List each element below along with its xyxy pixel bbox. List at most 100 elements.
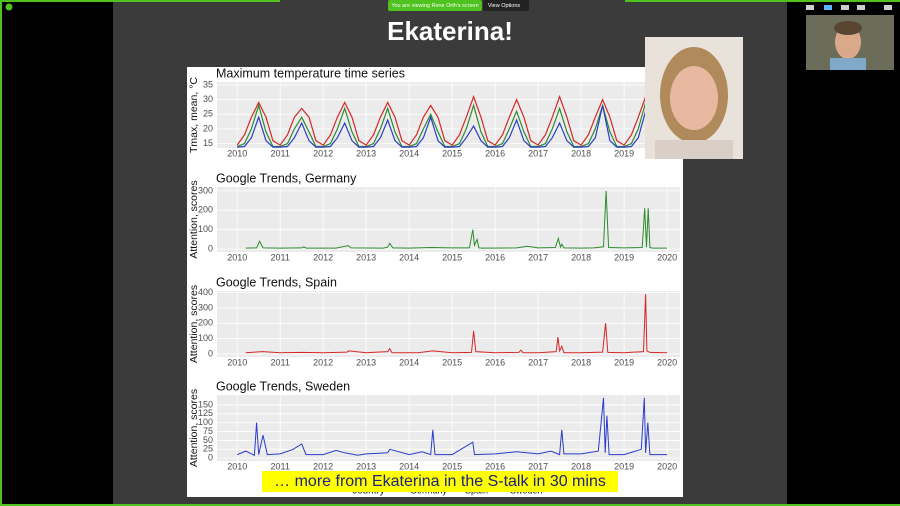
x-tick-label: 2014 bbox=[399, 357, 419, 367]
window-controls bbox=[806, 5, 892, 10]
y-axis-label: Tmax, mean, °C bbox=[188, 77, 200, 153]
y-tick-label: 0 bbox=[208, 243, 213, 253]
plot-background bbox=[217, 82, 680, 148]
series-line bbox=[236, 94, 661, 146]
x-tick-label: 2010 bbox=[227, 148, 247, 158]
x-tick-label: 2017 bbox=[528, 148, 548, 158]
face bbox=[670, 66, 718, 130]
view-options-label[interactable]: View Options bbox=[488, 3, 521, 9]
shirt bbox=[830, 58, 866, 70]
x-tick-label: 2020 bbox=[657, 461, 677, 471]
x-tick-label: 2016 bbox=[485, 357, 505, 367]
control-icon[interactable] bbox=[806, 5, 814, 10]
x-tick-label: 2010 bbox=[227, 357, 247, 367]
x-tick-label: 2016 bbox=[485, 461, 505, 471]
self-video bbox=[806, 15, 894, 70]
x-tick-label: 2013 bbox=[356, 461, 376, 471]
x-tick-label: 2013 bbox=[356, 357, 376, 367]
charts: Maximum temperature time series Tmax, mea… bbox=[188, 66, 680, 471]
y-tick-label: 300 bbox=[198, 185, 213, 195]
y-tick-label: 35 bbox=[203, 79, 213, 89]
y-axis-label: Attention, scores bbox=[188, 180, 200, 258]
x-tick-label: 2015 bbox=[442, 148, 462, 158]
x-tick-label: 2017 bbox=[528, 252, 548, 262]
y-axis-label: Attention, scores bbox=[188, 285, 200, 363]
hair bbox=[834, 21, 862, 35]
security-icon[interactable] bbox=[5, 3, 13, 11]
x-tick-label: 2012 bbox=[313, 148, 333, 158]
chart-title: Google Trends, Sweden bbox=[216, 379, 350, 393]
x-tick-label: 2016 bbox=[485, 148, 505, 158]
x-tick-label: 2017 bbox=[528, 461, 548, 471]
x-tick-label: 2018 bbox=[571, 461, 591, 471]
series-line bbox=[245, 294, 668, 354]
presenter-video bbox=[645, 37, 743, 159]
x-tick-label: 2012 bbox=[313, 461, 333, 471]
x-tick-label: 2011 bbox=[271, 461, 290, 471]
y-tick-label: 25 bbox=[203, 444, 213, 454]
y-tick-label: 200 bbox=[198, 205, 213, 215]
control-icon[interactable] bbox=[857, 5, 865, 10]
x-tick-label: 2011 bbox=[271, 357, 290, 367]
y-tick-label: 75 bbox=[203, 426, 213, 436]
plot-background bbox=[217, 187, 680, 252]
x-tick-label: 2019 bbox=[614, 461, 634, 471]
slide-title: Ekaterina! bbox=[387, 16, 513, 46]
x-tick-label: 2017 bbox=[528, 357, 548, 367]
share-border bbox=[0, 0, 2, 506]
x-tick-label: 2013 bbox=[356, 252, 376, 262]
chart: Google Trends, Spain Attention, scores 0 10… bbox=[188, 275, 680, 367]
share-banner-text: You are viewing Rene Orth's screen bbox=[391, 3, 478, 9]
x-tick-label: 2015 bbox=[442, 357, 462, 367]
y-tick-label: 25 bbox=[203, 109, 213, 119]
y-tick-label: 30 bbox=[203, 94, 213, 104]
share-banner bbox=[388, 0, 482, 11]
control-icon[interactable] bbox=[884, 5, 892, 10]
x-tick-label: 2018 bbox=[571, 357, 591, 367]
x-tick-label: 2012 bbox=[313, 252, 333, 262]
y-tick-label: 100 bbox=[198, 333, 213, 343]
y-tick-label: 0 bbox=[208, 348, 213, 358]
chart: Maximum temperature time series Tmax, mea… bbox=[188, 66, 680, 158]
view-options-button[interactable] bbox=[483, 0, 529, 11]
x-tick-label: 2019 bbox=[614, 357, 634, 367]
x-tick-label: 2014 bbox=[399, 252, 419, 262]
x-tick-label: 2018 bbox=[571, 148, 591, 158]
control-icon[interactable] bbox=[824, 5, 832, 10]
x-tick-label: 2014 bbox=[399, 148, 419, 158]
y-tick-label: 50 bbox=[203, 435, 213, 445]
x-tick-label: 2020 bbox=[657, 252, 677, 262]
x-tick-label: 2014 bbox=[399, 461, 419, 471]
y-tick-label: 300 bbox=[198, 302, 213, 312]
chart-title: Google Trends, Germany bbox=[216, 171, 357, 185]
caption: … more from Ekaterina in the S-talk in 3… bbox=[274, 473, 606, 490]
x-tick-label: 2015 bbox=[442, 252, 462, 262]
x-tick-label: 2013 bbox=[356, 148, 376, 158]
x-tick-label: 2011 bbox=[271, 252, 290, 262]
x-tick-label: 2015 bbox=[442, 461, 462, 471]
y-tick-label: 125 bbox=[198, 408, 213, 418]
x-tick-label: 2010 bbox=[227, 252, 247, 262]
x-tick-label: 2012 bbox=[313, 357, 333, 367]
share-border bbox=[0, 0, 280, 2]
x-tick-label: 2019 bbox=[614, 252, 634, 262]
y-tick-label: 150 bbox=[198, 399, 213, 409]
x-tick-label: 2011 bbox=[271, 148, 290, 158]
series-line bbox=[237, 397, 668, 457]
y-tick-label: 0 bbox=[208, 453, 213, 463]
y-tick-label: 200 bbox=[198, 318, 213, 328]
y-tick-label: 100 bbox=[198, 224, 213, 234]
y-tick-label: 20 bbox=[203, 123, 213, 133]
x-tick-label: 2016 bbox=[485, 252, 505, 262]
y-axis-label: Attention, scores bbox=[188, 389, 200, 467]
plot-background bbox=[217, 291, 680, 357]
chart: Google Trends, Germany Attention, scores 0… bbox=[188, 171, 680, 262]
control-icon[interactable] bbox=[841, 5, 849, 10]
series-line bbox=[237, 105, 661, 148]
y-tick-label: 400 bbox=[198, 287, 213, 297]
series-line bbox=[245, 190, 668, 249]
y-tick-label: 15 bbox=[203, 138, 213, 148]
